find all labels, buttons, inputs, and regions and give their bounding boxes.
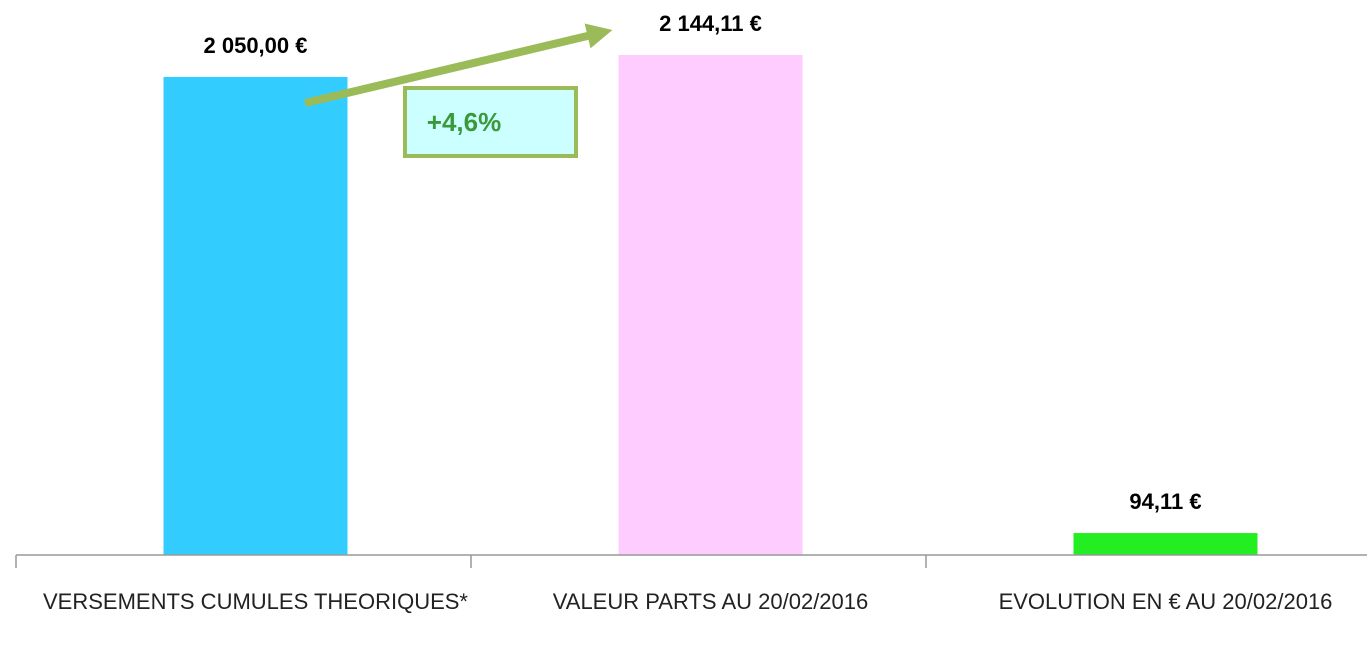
- value-label: 2 144,11 €: [659, 11, 762, 36]
- annotation-box: [403, 86, 578, 158]
- value-label: 2 050,00 €: [204, 33, 308, 58]
- arrow: [304, 23, 613, 107]
- bar: [1073, 533, 1258, 555]
- bar: [618, 55, 803, 555]
- x-tick-label: VALEUR PARTS AU 20/02/2016: [552, 589, 869, 614]
- value-label: 94,11 €: [1129, 489, 1201, 514]
- bar: [163, 76, 348, 555]
- x-tick-label: EVOLUTION EN € AU 20/02/2016: [998, 589, 1333, 614]
- x-ticks: [15, 555, 927, 568]
- bars: [163, 55, 1258, 555]
- annotation: +4,6%: [427, 107, 501, 137]
- x-tick-label: VERSEMENTS CUMULES THEORIQUES*: [42, 589, 468, 614]
